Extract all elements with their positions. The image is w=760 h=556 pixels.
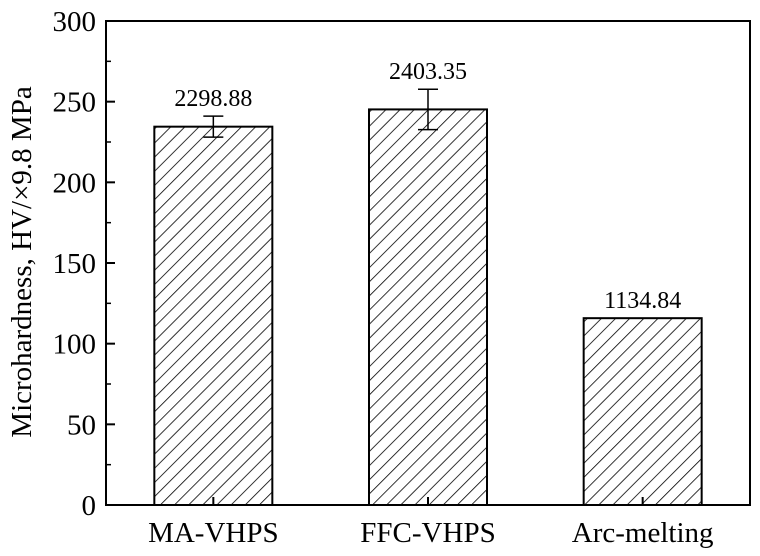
bar-ffc-vhps [368,108,488,506]
x-tick-label-arc-melting: Arc-melting [572,517,714,549]
bar-arc-melting [582,317,703,506]
labels-layer: 2298.88 MA-VHPS 2403.35 FFC-VHPS 1134.84 Arc-… [53,6,714,549]
error-bar-ma-vhps [203,115,224,138]
axes-layer [105,20,751,506]
bar-ma-vhps [153,125,274,506]
y-tick-label: 300 [53,6,97,38]
data-label-ffc-vhps: 2403.35 [389,59,467,85]
data-label-arc-melting: 1134.84 [604,288,681,314]
x-tick-label-ffc-vhps: FFC-VHPS [360,517,495,549]
error-bar-ffc-vhps [418,88,438,131]
x-tick-label-ma-vhps: MA-VHPS [148,517,279,549]
y-tick-label: 0 [82,490,97,522]
y-tick-label: 50 [67,409,96,441]
y-tick-label: 250 [53,87,97,119]
y-tick-label: 200 [53,167,97,199]
data-label-ma-vhps: 2298.88 [174,86,252,112]
y-tick-label: 150 [53,248,97,280]
y-axis-title: Microhardness, HV/×9.8 MPa [6,86,38,438]
bars-layer [153,88,703,506]
y-tick-label: 100 [53,329,97,361]
